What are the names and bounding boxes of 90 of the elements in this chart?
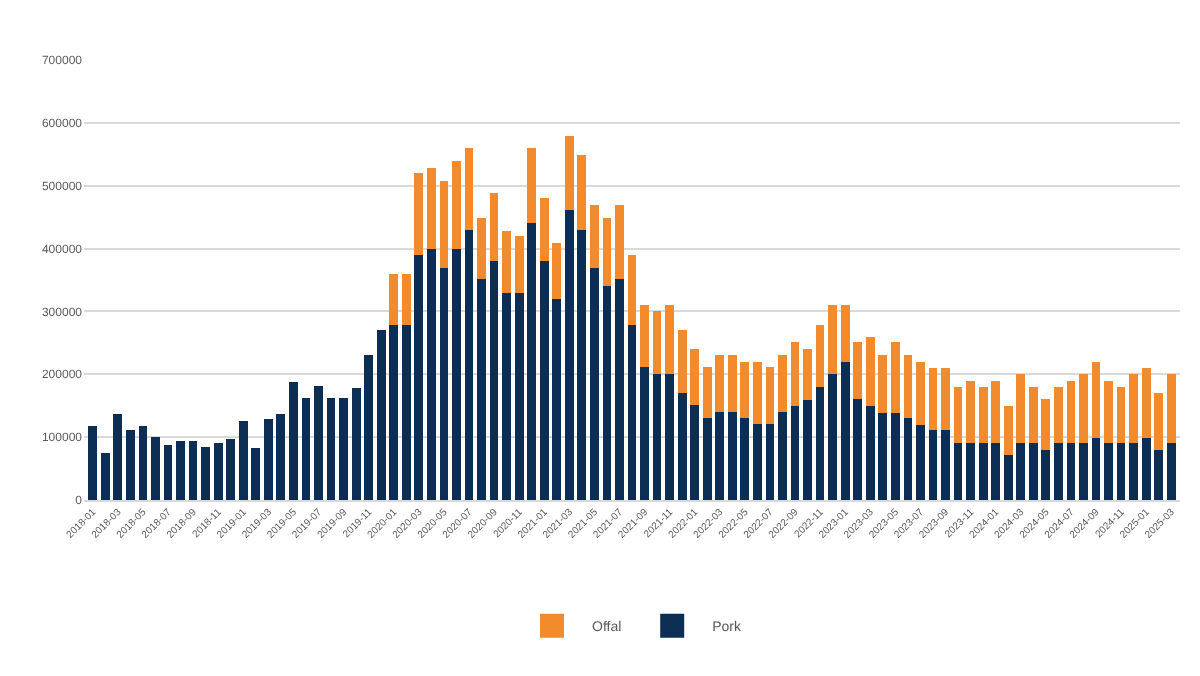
bar (126, 429, 135, 500)
bar (426, 168, 436, 249)
bar (477, 218, 486, 280)
bar (778, 355, 787, 412)
bar (527, 148, 537, 223)
bar (615, 279, 624, 500)
bar (590, 205, 599, 269)
bar (502, 230, 511, 293)
bar (289, 381, 298, 500)
bar (1091, 361, 1101, 438)
bar (176, 440, 185, 500)
bar (602, 286, 612, 500)
bar (815, 324, 825, 387)
bar (326, 398, 336, 500)
bar (301, 398, 311, 500)
bar (514, 236, 524, 293)
bar (903, 355, 913, 419)
bar (828, 373, 838, 500)
bar (928, 429, 938, 500)
bar (1079, 443, 1088, 500)
bar (652, 374, 662, 500)
bar (401, 274, 411, 326)
bar (627, 254, 637, 325)
bar (88, 426, 98, 500)
bar (890, 342, 900, 413)
bar (1066, 443, 1076, 500)
bar (903, 418, 913, 500)
bar (1066, 380, 1076, 444)
bar (627, 324, 637, 500)
bar (439, 268, 449, 500)
bar (640, 305, 649, 368)
bar (665, 374, 674, 500)
bar (803, 400, 812, 500)
bar (941, 429, 950, 500)
bar (890, 412, 900, 500)
bar (1116, 443, 1126, 500)
bar (1053, 386, 1063, 444)
bar (640, 367, 649, 500)
bar (966, 380, 975, 444)
bar (489, 260, 499, 500)
bar (765, 367, 775, 424)
bar (414, 172, 424, 256)
bar (615, 205, 624, 280)
bar (953, 386, 963, 444)
bar (966, 443, 975, 500)
bar (665, 305, 674, 375)
bar (778, 412, 787, 500)
bar (477, 279, 486, 500)
bar (828, 305, 838, 374)
bar (1104, 443, 1113, 500)
bar (1129, 443, 1138, 500)
bar (489, 193, 499, 261)
bar (452, 248, 461, 500)
bar (753, 361, 762, 424)
bar (790, 342, 800, 406)
bar (502, 292, 511, 500)
bar (452, 161, 461, 249)
bar (464, 148, 474, 230)
bar (815, 386, 825, 500)
bar (803, 348, 812, 401)
bar (188, 440, 198, 500)
bar (439, 180, 449, 269)
bar (1091, 437, 1101, 500)
bar (464, 229, 474, 500)
bar (753, 423, 762, 500)
bar (1079, 373, 1088, 444)
bar (151, 437, 160, 500)
bar (314, 385, 323, 500)
bar (1104, 380, 1113, 444)
bar (1129, 373, 1138, 444)
bar (765, 423, 775, 500)
bar (163, 444, 173, 500)
bar (1053, 443, 1063, 500)
bar (339, 398, 348, 500)
bar (916, 424, 925, 500)
bar (201, 447, 211, 500)
bar (426, 248, 436, 500)
bar (138, 426, 148, 500)
bar (602, 218, 612, 287)
bar (941, 368, 950, 430)
bar (928, 368, 938, 430)
bar (1116, 386, 1126, 444)
bar (1166, 373, 1176, 444)
bar (389, 274, 399, 326)
bar (590, 268, 599, 500)
bar (953, 443, 963, 500)
bar (916, 361, 925, 425)
bar (790, 405, 800, 500)
bar (1166, 443, 1176, 500)
bar (652, 311, 662, 375)
